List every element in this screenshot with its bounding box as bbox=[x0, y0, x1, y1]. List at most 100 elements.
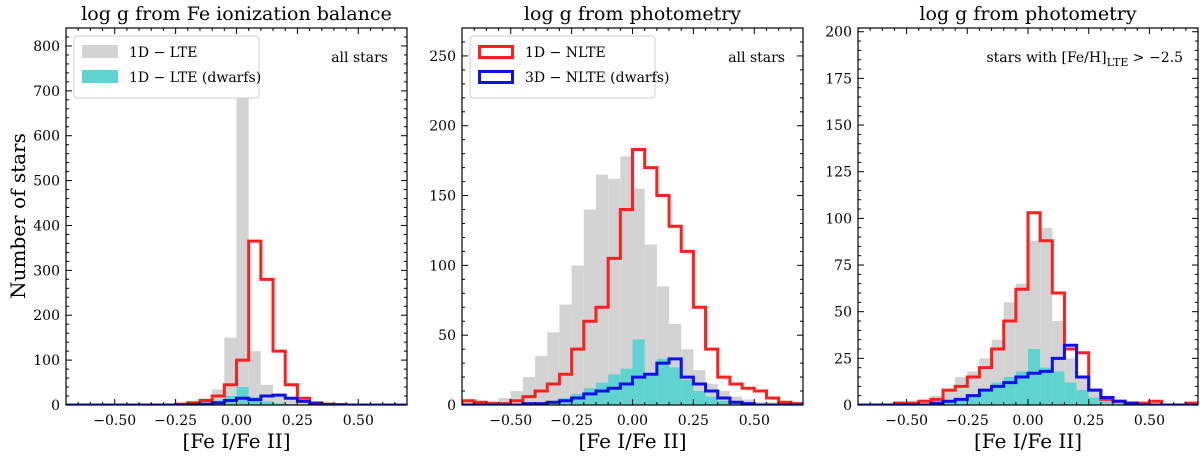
legend: 1D − NLTE 3D − NLTE (dwarfs) bbox=[469, 35, 669, 99]
bar-lte-dwarfs bbox=[705, 396, 718, 405]
panel-title: log g from photometry bbox=[919, 3, 1136, 25]
bar-lte bbox=[571, 265, 584, 405]
annotation: all stars bbox=[331, 50, 388, 66]
bar-lte-dwarfs bbox=[620, 368, 633, 405]
bar-lte-dwarfs bbox=[260, 401, 274, 405]
bar-lte bbox=[547, 332, 560, 405]
bar-lte-dwarfs bbox=[583, 388, 596, 405]
bar-lte bbox=[224, 337, 237, 405]
bar-lte bbox=[297, 402, 310, 405]
y-tick-label: 125 bbox=[825, 165, 852, 181]
y-tick-label: 700 bbox=[33, 84, 60, 100]
bar-lte bbox=[559, 304, 572, 405]
plot-area bbox=[858, 211, 1198, 405]
bar-lte-dwarfs bbox=[656, 358, 670, 405]
y-tick-label: 100 bbox=[429, 258, 456, 274]
x-tick-label: −0.25 bbox=[154, 413, 197, 429]
y-tick-label: 75 bbox=[834, 258, 852, 274]
x-tick-label: 0.00 bbox=[1012, 413, 1043, 429]
bar-lte-dwarfs bbox=[273, 403, 286, 405]
bar-lte-dwarfs bbox=[1028, 349, 1041, 405]
y-tick-label: 100 bbox=[825, 211, 852, 227]
bar-lte-dwarfs bbox=[1040, 367, 1053, 405]
y-tick-label: 150 bbox=[429, 189, 456, 205]
x-axis-label: [Fe I/Fe II] bbox=[183, 429, 291, 453]
bar-lte-dwarfs bbox=[595, 382, 609, 405]
x-tick-label: 0.00 bbox=[617, 413, 648, 429]
y-axis-label: Number of stars bbox=[6, 133, 30, 299]
y-tick-label: 800 bbox=[33, 39, 60, 55]
y-tick-label: 0 bbox=[447, 398, 456, 414]
step-3d-nlte-dwarfs bbox=[858, 343, 1198, 405]
bar-lte-dwarfs bbox=[717, 400, 730, 405]
annotation: all stars bbox=[728, 50, 785, 66]
legend: 1D − LTE 1D − LTE (dwarfs) bbox=[73, 35, 261, 99]
bar-lte-dwarfs bbox=[693, 391, 706, 405]
y-tick-label: 200 bbox=[33, 308, 60, 324]
legend-swatch bbox=[82, 70, 118, 83]
step-nlte bbox=[858, 211, 1198, 405]
y-tick-label: 200 bbox=[429, 119, 456, 135]
bar-lte-dwarfs bbox=[632, 339, 645, 405]
x-tick-label: −0.25 bbox=[550, 413, 593, 429]
bar-lte bbox=[248, 351, 261, 405]
bar-lte bbox=[644, 244, 657, 405]
bar-lte-dwarfs bbox=[979, 390, 992, 405]
bar-lte bbox=[535, 356, 548, 405]
y-tick-label: 50 bbox=[438, 328, 456, 344]
y-tick-label: 175 bbox=[825, 71, 852, 87]
bar-lte-dwarfs bbox=[1088, 397, 1101, 405]
y-tick-label: 25 bbox=[834, 351, 852, 367]
bar-lte bbox=[595, 174, 609, 405]
legend-label: 1D − LTE (dwarfs) bbox=[129, 70, 261, 86]
step-nlte bbox=[462, 147, 803, 405]
bar-lte bbox=[583, 209, 596, 405]
bar-lte-dwarfs bbox=[681, 379, 694, 405]
x-tick-label: −0.50 bbox=[885, 413, 928, 429]
step-3d-nlte-dwarfs bbox=[462, 357, 803, 405]
bar-lte-dwarfs bbox=[991, 382, 1004, 405]
bar-lte bbox=[236, 90, 249, 405]
bar-lte-dwarfs bbox=[1100, 401, 1113, 405]
x-tick-label: −0.50 bbox=[489, 413, 532, 429]
bar-lte bbox=[510, 391, 523, 405]
x-axis-label: [Fe I/Fe II] bbox=[974, 429, 1082, 453]
bar-lte-dwarfs bbox=[955, 399, 968, 405]
legend-swatch bbox=[478, 45, 514, 59]
y-tick-label: 500 bbox=[33, 174, 60, 190]
x-axis-label: [Fe I/Fe II] bbox=[579, 429, 687, 453]
bar-lte bbox=[522, 377, 536, 405]
x-tick-label: 0.50 bbox=[1134, 413, 1165, 429]
x-tick-label: 0.25 bbox=[678, 413, 709, 429]
bar-lte-dwarfs bbox=[943, 401, 956, 405]
bar-lte-dwarfs bbox=[1015, 371, 1028, 405]
bar-lte bbox=[285, 399, 298, 405]
y-tick-label: 300 bbox=[33, 263, 60, 279]
x-tick-label: 0.25 bbox=[282, 413, 313, 429]
y-tick-label: 200 bbox=[825, 25, 852, 41]
legend-label: 3D − NLTE (dwarfs) bbox=[525, 70, 669, 86]
bar-lte-dwarfs bbox=[967, 395, 980, 405]
panel-photometry-all-stars: −0.50 −0.25 0.00 0.25 0.50 0 50 100 150 200 250 log… bbox=[429, 3, 804, 453]
y-tick-label: 50 bbox=[834, 305, 852, 321]
legend-swatch bbox=[82, 45, 118, 58]
bar-lte bbox=[620, 156, 633, 405]
panel-fe-ionization-balance: −0.50 −0.25 0.00 0.25 0.50 0 100 200 300 400 500 60… bbox=[33, 3, 408, 453]
panel-title: log g from Fe ionization balance bbox=[81, 3, 392, 25]
legend-swatch bbox=[478, 70, 514, 84]
panel-title: log g from photometry bbox=[524, 3, 741, 25]
bar-lte-dwarfs bbox=[644, 375, 657, 405]
legend-box bbox=[73, 35, 260, 99]
x-tick-label: −0.25 bbox=[946, 413, 989, 429]
bar-lte-dwarfs bbox=[1076, 390, 1089, 405]
x-tick-label: 0.25 bbox=[1073, 413, 1104, 429]
bar-lte bbox=[608, 178, 621, 405]
x-tick-label: 0.00 bbox=[221, 413, 252, 429]
x-tick-label: 0.50 bbox=[343, 413, 374, 429]
bar-lte-dwarfs bbox=[236, 387, 249, 405]
bar-lte-dwarfs bbox=[1064, 382, 1077, 405]
bar-lte-dwarfs bbox=[1052, 371, 1065, 405]
bar-lte bbox=[1040, 227, 1053, 405]
x-tick-label: 0.50 bbox=[739, 413, 770, 429]
